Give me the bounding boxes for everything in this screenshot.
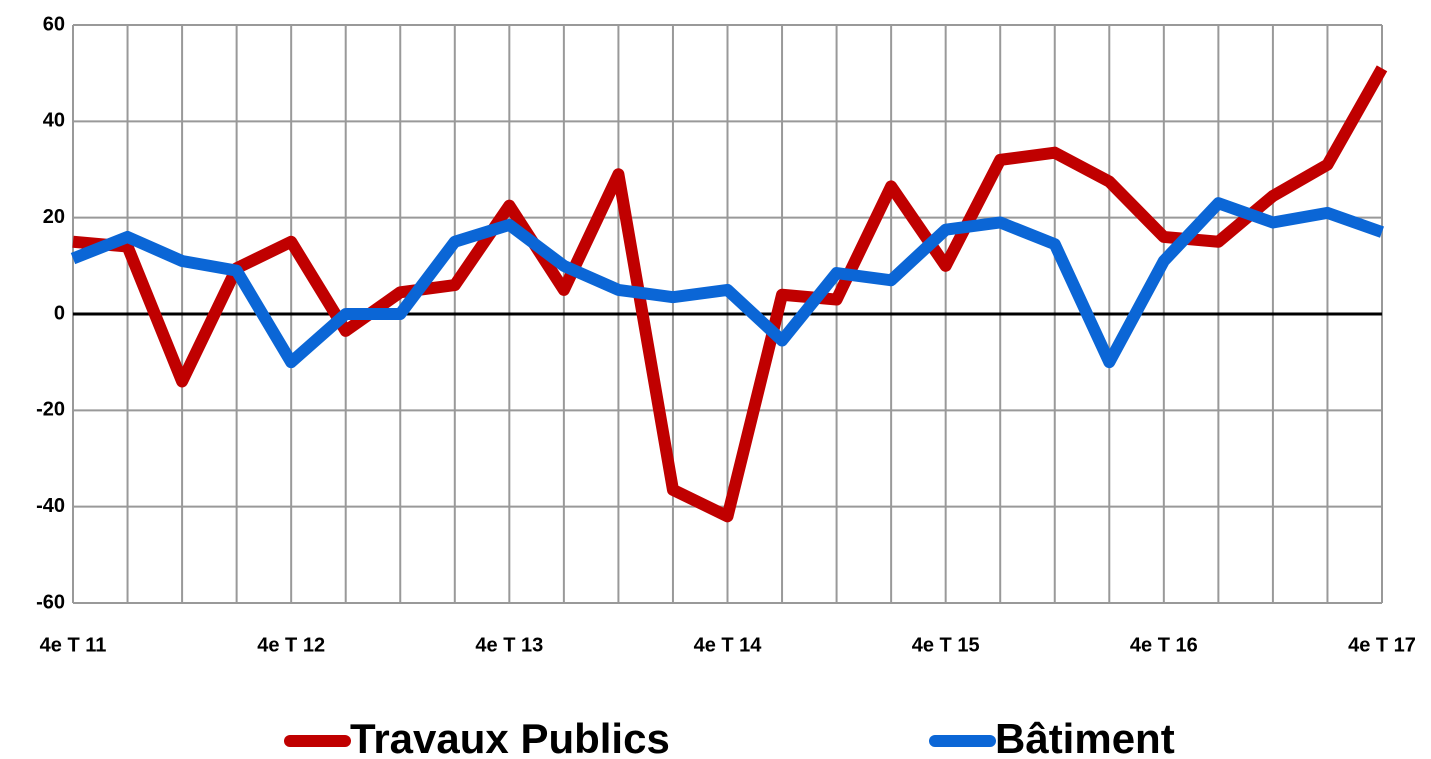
y-tick-label: 60: [43, 13, 65, 35]
x-tick-label: 4e T 12: [257, 634, 325, 656]
x-tick-label: 4e T 17: [1348, 634, 1416, 656]
x-tick-label: 4e T 15: [912, 634, 980, 656]
x-tick-label: 4e T 13: [475, 634, 543, 656]
y-tick-label: -60: [36, 591, 65, 613]
y-tick-label: 0: [54, 302, 65, 324]
x-tick-label: 4e T 11: [40, 634, 107, 656]
y-tick-label: -40: [36, 495, 65, 517]
series-line: [72, 65, 1388, 523]
x-tick-label: 4e T 16: [1130, 634, 1198, 656]
legend-label: Bâtiment: [995, 715, 1175, 759]
y-tick-label: 40: [43, 110, 65, 132]
y-tick-label: -20: [36, 399, 65, 421]
legend-label: Travaux Publics: [350, 715, 670, 759]
y-tick-label: 20: [43, 206, 65, 228]
x-tick-label: 4e T 14: [694, 634, 763, 656]
series-line: [70, 197, 1384, 369]
